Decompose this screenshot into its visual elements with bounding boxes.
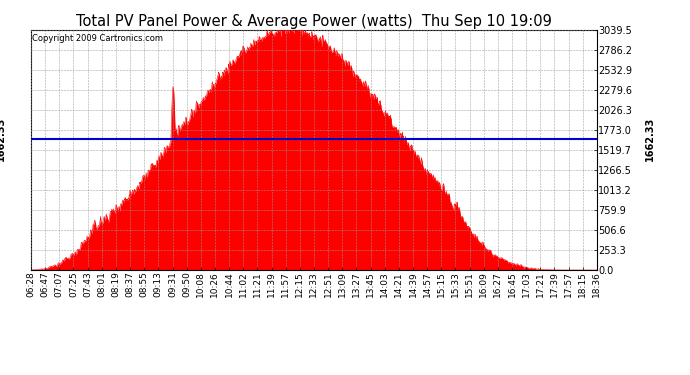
Text: 1662.33: 1662.33 bbox=[644, 117, 655, 161]
Text: 1662.33: 1662.33 bbox=[0, 117, 6, 161]
Text: Copyright 2009 Cartronics.com: Copyright 2009 Cartronics.com bbox=[32, 34, 163, 43]
Title: Total PV Panel Power & Average Power (watts)  Thu Sep 10 19:09: Total PV Panel Power & Average Power (wa… bbox=[76, 14, 552, 29]
